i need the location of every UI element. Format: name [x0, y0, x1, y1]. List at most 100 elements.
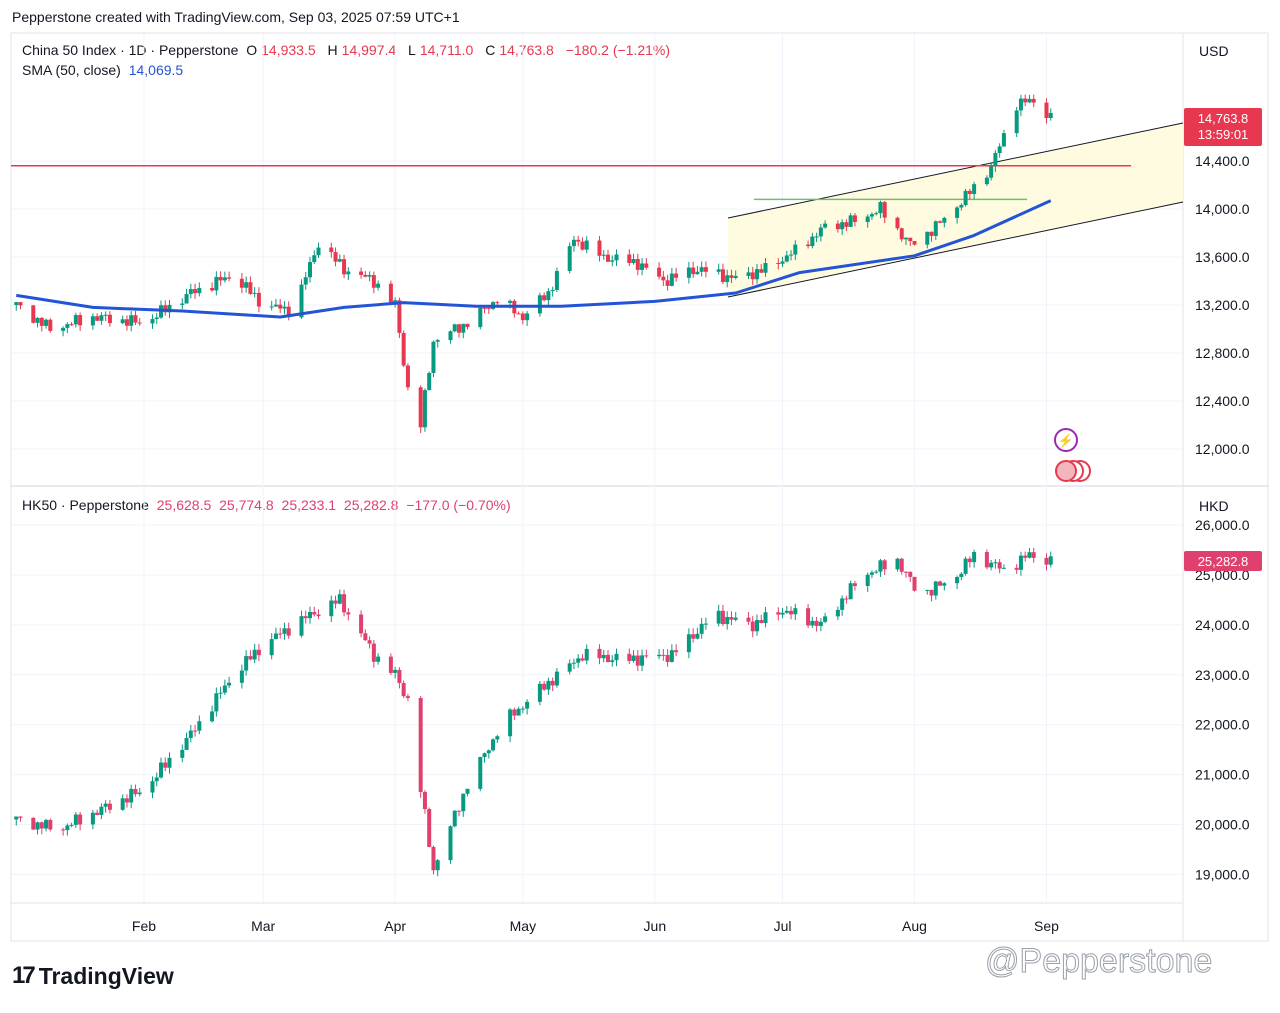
candle-body — [418, 697, 423, 792]
l-label: L — [408, 42, 416, 58]
candle-body — [299, 284, 304, 318]
candle-body — [363, 274, 368, 277]
chart-header: Pepperstone created with TradingView.com… — [12, 9, 460, 25]
candle-body — [61, 829, 66, 831]
candle-body — [227, 682, 232, 686]
candle-body — [31, 305, 36, 323]
candle-body — [193, 730, 198, 732]
candle-body — [184, 294, 189, 304]
tradingview-logo[interactable]: 17 TradingView — [12, 962, 174, 990]
candle-body — [516, 313, 521, 315]
candle-body — [750, 621, 755, 632]
candle-body — [746, 272, 751, 276]
h-label: H — [327, 42, 338, 58]
candle-body — [882, 560, 887, 570]
candle-body — [482, 753, 487, 758]
sma-label[interactable]: SMA (50, close) — [22, 62, 121, 78]
candle-body — [840, 598, 845, 610]
candle-body — [989, 562, 994, 568]
candle-body — [303, 616, 308, 619]
candle-body — [1014, 110, 1019, 134]
candle-body — [1023, 555, 1028, 558]
candle-body — [852, 583, 857, 587]
x-label: Mar — [251, 918, 275, 934]
candle-body — [661, 654, 666, 656]
candle-body — [840, 222, 845, 230]
top-currency[interactable]: USD — [1199, 43, 1229, 59]
candle-body — [823, 616, 828, 622]
candle-body — [90, 316, 95, 326]
candle-body — [614, 653, 619, 661]
change-value: −180.2 (−1.21%) — [565, 42, 671, 58]
candle-body — [814, 620, 819, 626]
candle-body — [457, 324, 461, 333]
candle-body — [218, 692, 223, 694]
top-grid — [11, 160, 1183, 450]
candle-body — [1001, 567, 1006, 569]
candle-body — [422, 390, 427, 428]
candle-body — [780, 261, 785, 264]
candle-body — [606, 654, 610, 662]
x-label: Feb — [132, 918, 156, 934]
candle-body — [31, 817, 36, 830]
candle-body — [197, 721, 202, 731]
candle-body — [188, 730, 193, 738]
candle-body — [359, 614, 364, 634]
l-value: 14,711.0 — [419, 42, 474, 58]
candle-body — [703, 623, 708, 625]
bottom-y-ticks: 26,000.025,000.024,000.023,000.022,000.0… — [1195, 517, 1250, 882]
candle-body — [567, 663, 572, 672]
candle-body — [852, 215, 857, 222]
candle-body — [576, 658, 581, 663]
x-label: Jul — [774, 918, 792, 934]
candle-body — [461, 793, 466, 812]
candle-body — [733, 617, 738, 620]
o-label: O — [246, 42, 258, 58]
candle-body — [478, 757, 483, 789]
tradingview-logo-icon: 17 — [12, 962, 36, 989]
hk-l-value: 25,233.1 — [281, 497, 337, 513]
candle-body — [103, 314, 108, 316]
candle-body — [546, 291, 551, 301]
candle-body — [124, 798, 129, 803]
candle-body — [635, 655, 640, 666]
candle-body — [699, 623, 704, 634]
candle-body — [823, 223, 828, 228]
pepperstone-watermark: @Pepperstone — [984, 942, 1213, 981]
candle-body — [716, 610, 721, 624]
candle-body — [337, 594, 342, 604]
bottom-symbol[interactable]: HK50 · Pepperstone — [22, 497, 149, 513]
candle-body — [627, 653, 632, 661]
bottom-y-tick: 21,000.0 — [1195, 767, 1250, 783]
candle-body — [661, 276, 666, 281]
candle-body — [252, 292, 257, 294]
candle-body — [912, 241, 917, 245]
candle-body — [993, 153, 998, 167]
candle-body — [269, 306, 274, 308]
candle-body — [938, 221, 943, 223]
candle-body — [244, 656, 249, 671]
top-legend: China 50 Index · 1D · Pepperstone O 14,93… — [22, 42, 674, 58]
candle-body — [388, 656, 393, 673]
top-symbol[interactable]: China 50 Index · 1D · Pepperstone — [22, 42, 239, 58]
candle-body — [763, 612, 768, 624]
candle-body — [388, 283, 393, 303]
candle-body — [631, 259, 636, 263]
candle-body — [1018, 98, 1023, 111]
candle-body — [95, 812, 100, 815]
candle-body — [346, 271, 351, 275]
candle-body — [695, 271, 700, 275]
x-label: Aug — [902, 918, 927, 934]
candle-body — [929, 231, 934, 236]
candle-body — [1027, 552, 1032, 558]
candle-body — [904, 571, 908, 573]
candle-body — [418, 387, 423, 428]
candle-body — [99, 806, 104, 815]
candle-body — [316, 614, 321, 617]
bottom-currency[interactable]: HKD — [1199, 498, 1229, 514]
channel-lower-line — [727, 201, 1184, 298]
candle-body — [308, 611, 312, 619]
candle-body — [269, 639, 274, 656]
candle-body — [278, 633, 283, 635]
